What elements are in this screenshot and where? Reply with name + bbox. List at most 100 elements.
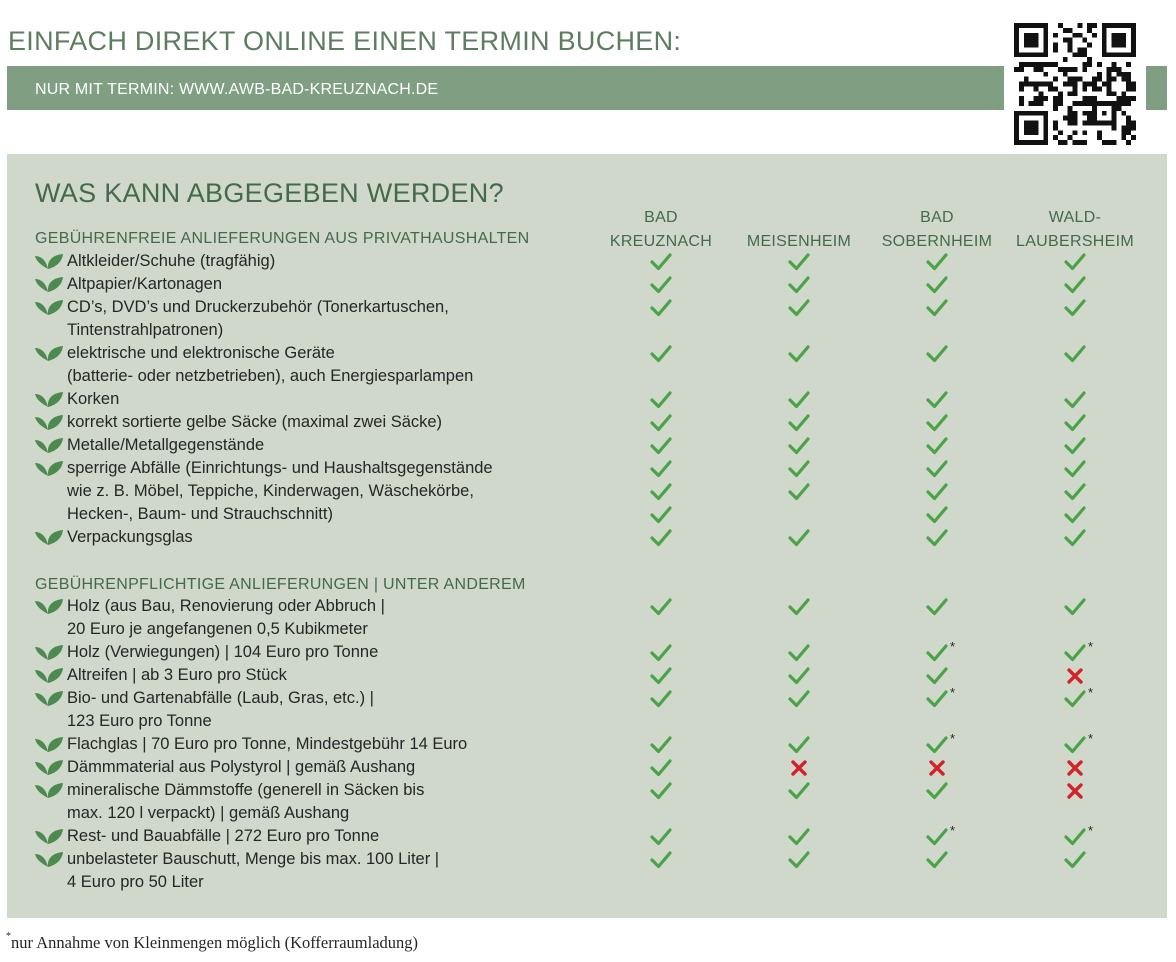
footnote-asterisk: * [1088,639,1094,654]
table-row: mineralische Dämmstoffe (generell in Säc… [7,779,1167,802]
table-row: 4 Euro pro 50 Liter [7,871,1167,894]
check-icon [787,826,811,848]
check-icon [925,849,949,871]
leaf-icon [33,735,65,753]
item-label: 123 Euro pro Tonne [67,712,212,730]
table-row: Flachglas | 70 Euro pro Tonne, Mindestge… [7,731,1167,756]
check-icon [925,412,949,434]
table-row: Bio- und Gartenabfälle (Laub, Gras, etc.… [7,685,1167,710]
check-icon [1063,596,1087,618]
check-icon [649,849,673,871]
item-label: 4 Euro pro 50 Liter [67,873,204,891]
check-icon [925,504,949,526]
check-icon [925,481,949,503]
item-label: Altpapier/Kartonagen [67,275,223,293]
cross-icon [787,757,811,779]
check-icon [925,458,949,480]
table-row: 20 Euro je angefangenen 0,5 Kubikmeter [7,618,1167,641]
table-row: (batterie- oder netzbetrieben), auch Ene… [7,365,1167,388]
footnote-asterisk: * [1088,823,1094,838]
leaf-icon [33,758,65,776]
check-icon [1063,435,1087,457]
check-icon [787,665,811,687]
table-row: Tintenstrahlpatronen) [7,319,1167,342]
check-icon: * [925,823,955,848]
cross-icon [1063,665,1087,687]
table-row: Altreifen | ab 3 Euro pro Stück [7,664,1167,687]
footnote-asterisk: * [950,639,956,654]
check-icon [1063,251,1087,273]
check-icon [787,596,811,618]
table-row: Holz (aus Bau, Renovierung oder Abbruch … [7,595,1167,618]
panel-title: WAS KANN ABGEGEBEN WERDEN? [35,178,504,208]
table-row: 123 Euro pro Tonne [7,710,1167,733]
check-icon [649,642,673,664]
leaf-icon [33,252,65,270]
check-icon [649,688,673,710]
column-head-line [729,206,869,230]
check-icon [1063,481,1087,503]
qr-code-icon[interactable] [1004,16,1146,152]
item-label: Korken [67,390,120,408]
check-icon [649,412,673,434]
footnote-text: nur Annahme von Kleinmengen möglich (Kof… [11,933,419,952]
item-label: sperrige Abfälle (Einrichtungs- und Haus… [67,459,493,477]
check-icon [649,458,673,480]
table-row: max. 120 l verpackt) | gemäß Aushang [7,802,1167,825]
check-icon [787,251,811,273]
leaf-icon [33,344,65,362]
appointment-banner: NUR MIT TERMIN: WWW.AWB-BAD-KREUZNACH.DE [7,66,1167,110]
check-icon [1063,297,1087,319]
check-icon [925,297,949,319]
leaf-icon [33,643,65,661]
check-icon [787,343,811,365]
leaf-icon [33,298,65,316]
column-head-line: WALD- [1048,209,1102,226]
item-label: Holz (Verwiegungen) | 104 Euro pro Tonne [67,643,379,661]
check-icon: * [1063,731,1093,756]
table-row: elektrische und elektronische Geräte [7,342,1167,365]
item-label: mineralische Dämmstoffe (generell in Säc… [67,781,425,799]
footnote-asterisk: * [1088,731,1094,746]
check-icon [1063,274,1087,296]
footnote-asterisk: * [950,731,956,746]
check-icon [1063,527,1087,549]
check-icon: * [1063,639,1093,664]
table-row: korrekt sortierte gelbe Säcke (maximal z… [7,411,1167,434]
item-label: wie z. B. Möbel, Teppiche, Kinderwagen, … [67,482,474,500]
section-head-paid: GEBÜHRENPFLICHTIGE ANLIEFERUNGEN | UNTER… [35,576,526,593]
item-label: Hecken-, Baum- und Strauchschnitt) [67,505,333,523]
column-head-meisenheim: MEISENHEIM [729,206,869,254]
check-icon [649,596,673,618]
item-label: Holz (aus Bau, Renovierung oder Abbruch … [67,597,385,615]
check-icon [649,389,673,411]
footnote-asterisk: * [950,685,956,700]
check-icon [925,596,949,618]
item-label: Dämmmaterial aus Polystyrol | gemäß Aush… [67,758,416,776]
check-icon [649,734,673,756]
item-label: (batterie- oder netzbetrieben), auch Ene… [67,367,474,385]
leaf-icon [33,597,65,615]
banner-text[interactable]: NUR MIT TERMIN: WWW.AWB-BAD-KREUZNACH.DE [35,81,439,98]
check-icon [649,504,673,526]
check-icon [649,481,673,503]
check-icon [649,274,673,296]
table-row: sperrige Abfälle (Einrichtungs- und Haus… [7,457,1167,480]
check-icon [649,297,673,319]
check-icon [1063,504,1087,526]
item-label: Rest- und Bauabfälle | 272 Euro pro Tonn… [67,827,380,845]
check-icon [787,435,811,457]
item-label: max. 120 l verpackt) | gemäß Aushang [67,804,350,822]
check-icon [925,389,949,411]
leaf-icon [33,666,65,684]
check-icon: * [925,639,955,664]
table-row: Altkleider/Schuhe (tragfähig) [7,250,1167,273]
check-icon [787,642,811,664]
leaf-icon [33,436,65,454]
headline: EINFACH DIREKT ONLINE EINEN TERMIN BUCHE… [8,26,682,56]
column-head-line: KREUZNACH [609,233,713,250]
check-icon [925,274,949,296]
check-icon [925,435,949,457]
check-icon [787,734,811,756]
footnote: *nur Annahme von Kleinmengen möglich (Ko… [6,931,419,953]
